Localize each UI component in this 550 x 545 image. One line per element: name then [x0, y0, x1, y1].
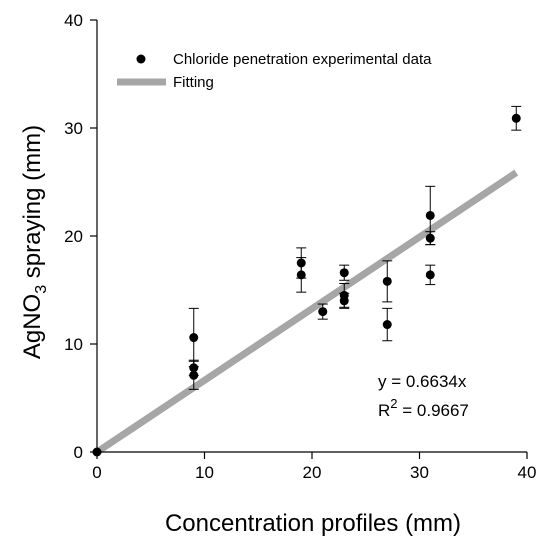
y-axis-title-prefix: AgNO [19, 294, 46, 359]
point-marker [425, 270, 435, 280]
x-tick-label: 30 [410, 463, 429, 482]
y-tick-label: 30 [64, 119, 83, 138]
r2-annotation: R2 = 0.9667 [378, 396, 469, 420]
legend-label-fitting: Fitting [173, 74, 214, 91]
point-marker [296, 270, 306, 280]
x-tick-label: 20 [303, 463, 322, 482]
data-point [188, 360, 199, 390]
data-point [511, 105, 522, 131]
r2-superscript: 2 [390, 396, 397, 411]
x-axis-title: Concentration profiles (mm) [165, 510, 461, 537]
point-marker [425, 233, 435, 243]
x-tick-label: 40 [518, 463, 537, 482]
data-point [382, 260, 393, 303]
y-tick-label: 20 [64, 227, 83, 246]
data-point [382, 307, 393, 342]
ticks-layer: 0 10 20 30 40 0 10 20 30 40 [64, 11, 536, 482]
legend-label-points: Chloride penetration experimental data [173, 51, 432, 68]
data-point [339, 264, 350, 281]
y-tick-label: 10 [64, 335, 83, 354]
data-point [188, 307, 199, 368]
r2-label: R [378, 401, 390, 420]
point-marker [511, 113, 521, 123]
point-marker [382, 276, 392, 286]
point-marker [318, 307, 328, 317]
points-layer [92, 105, 522, 457]
data-point [425, 231, 436, 246]
data-point [339, 292, 350, 309]
r2-value: = 0.9667 [398, 401, 469, 420]
point-marker [189, 370, 199, 380]
x-tick-label: 10 [195, 463, 214, 482]
point-marker [189, 333, 199, 343]
y-tick-label: 40 [64, 11, 83, 30]
y-axis-title: AgNO3 spraying (mm) [19, 125, 50, 359]
legend: Chloride penetration experimental data F… [117, 51, 432, 91]
legend-marker-points [136, 54, 146, 64]
point-marker [425, 210, 435, 220]
data-point [317, 303, 328, 320]
y-axis-title-subscript: 3 [33, 285, 50, 294]
fit-layer [95, 169, 519, 455]
point-marker [339, 296, 349, 306]
data-point [425, 264, 436, 286]
point-marker [339, 268, 349, 278]
fit-line [95, 169, 519, 455]
y-tick-label: 0 [74, 443, 83, 462]
x-tick-label: 0 [92, 463, 101, 482]
equation-annotation: y = 0.6634x [378, 372, 467, 391]
data-point [296, 257, 307, 293]
y-axis-title-suffix: spraying (mm) [19, 125, 46, 285]
point-marker [382, 320, 392, 330]
